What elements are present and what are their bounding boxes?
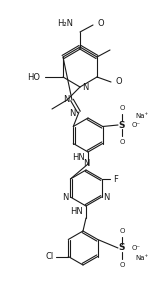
Text: N: N	[82, 82, 88, 91]
Text: O: O	[119, 228, 125, 234]
Text: O: O	[115, 77, 122, 86]
Text: H₂N: H₂N	[57, 19, 73, 28]
Text: N: N	[83, 159, 89, 168]
Text: O: O	[119, 139, 125, 145]
Text: N: N	[104, 193, 110, 202]
Text: N: N	[70, 109, 76, 118]
Text: HO: HO	[27, 73, 40, 82]
Text: Na⁺: Na⁺	[135, 255, 148, 261]
Text: S: S	[119, 121, 125, 130]
Text: Na⁺: Na⁺	[135, 113, 148, 119]
Text: O: O	[119, 262, 125, 268]
Text: Cl: Cl	[45, 252, 53, 261]
Text: HN: HN	[70, 208, 83, 217]
Text: N: N	[63, 94, 69, 103]
Text: O: O	[97, 19, 104, 28]
Text: O⁻: O⁻	[132, 245, 141, 251]
Text: N: N	[62, 193, 68, 202]
Text: S: S	[119, 244, 125, 253]
Text: HN: HN	[72, 154, 85, 163]
Text: F: F	[114, 175, 118, 184]
Text: O⁻: O⁻	[132, 122, 141, 128]
Text: O: O	[119, 105, 125, 111]
